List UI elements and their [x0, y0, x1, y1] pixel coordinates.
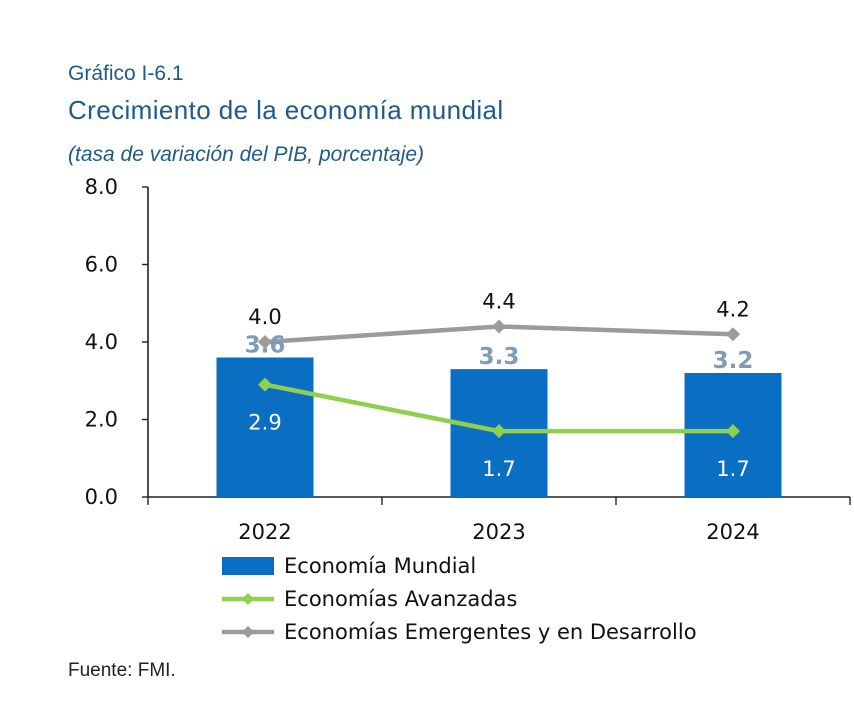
legend-swatch-mundial — [222, 557, 274, 575]
y-tick-label: 2.0 — [85, 408, 118, 432]
y-tick-label: 4.0 — [85, 330, 118, 354]
data-label-mundial: 3.3 — [479, 344, 520, 370]
marker-avanzadas — [492, 424, 506, 439]
data-label-avanzadas: 2.9 — [248, 411, 281, 435]
legend-marker-avanzadas — [242, 593, 254, 605]
chart-subtitle: (tasa de variación del PIB, porcentaje) — [68, 143, 425, 166]
legend-marker-emergentes — [242, 626, 254, 638]
marker-avanzadas — [726, 424, 740, 439]
marker-emergentes — [258, 335, 272, 349]
data-label-emergentes: 4.4 — [482, 290, 515, 314]
source-note: Fuente: FMI. — [68, 660, 176, 681]
x-tick-label: 2023 — [472, 520, 525, 544]
legend-label-mundial: Economía Mundial — [284, 554, 476, 578]
marker-emergentes — [726, 327, 740, 342]
legend-label-avanzadas: Economías Avanzadas — [284, 587, 517, 611]
data-label-mundial: 3.6 — [245, 333, 286, 359]
data-label-emergentes: 4.2 — [716, 297, 749, 321]
y-tick-label: 6.0 — [85, 253, 118, 277]
y-tick-label: 8.0 — [85, 175, 118, 199]
legend-label-emergentes: Economías Emergentes y en Desarrollo — [284, 620, 697, 644]
x-tick-label: 2022 — [238, 520, 291, 544]
x-tick-label: 2024 — [706, 520, 759, 544]
figure-label: Gráfico I-6.1 — [68, 62, 184, 85]
y-tick-label: 0.0 — [85, 485, 118, 509]
data-label-emergentes: 4.0 — [248, 305, 281, 329]
chart-title: Crecimiento de la economía mundial — [68, 95, 504, 125]
data-label-mundial: 3.2 — [713, 348, 754, 374]
marker-avanzadas — [258, 377, 272, 392]
data-label-avanzadas: 1.7 — [482, 457, 515, 481]
data-label-avanzadas: 1.7 — [716, 457, 749, 481]
marker-emergentes — [492, 319, 506, 334]
